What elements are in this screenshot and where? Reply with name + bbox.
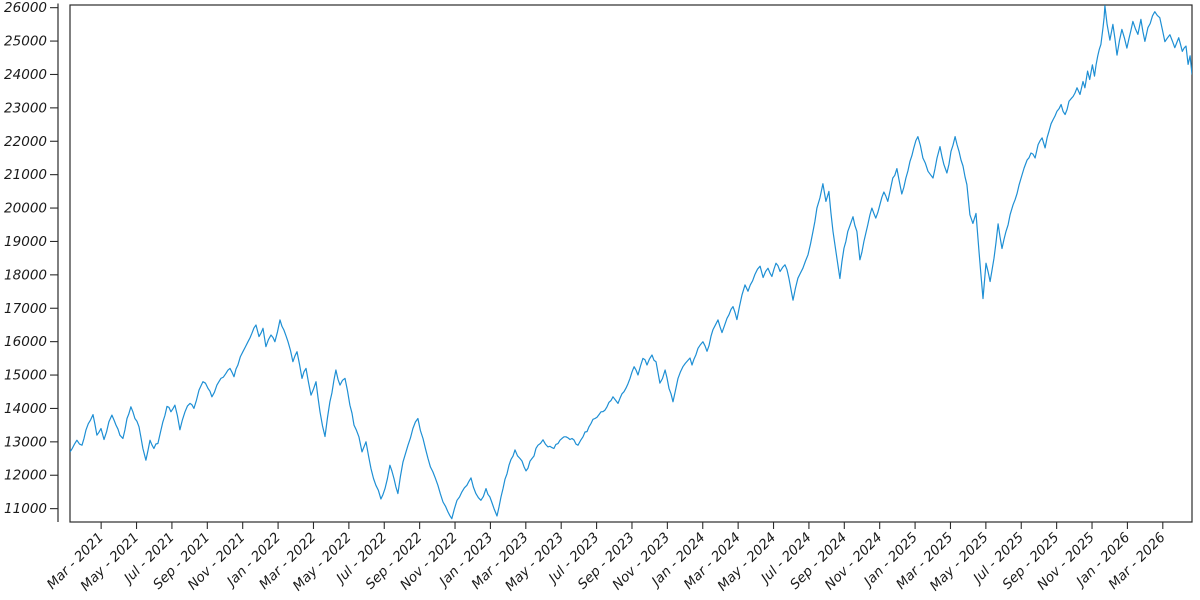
- y-tick-label: 11000: [4, 501, 47, 517]
- y-tick-label: 13000: [4, 434, 47, 450]
- y-tick-label: 16000: [4, 334, 47, 350]
- y-tick-label: 22000: [4, 134, 47, 150]
- plot-frame: [69, 4, 1193, 523]
- axes: 11000 12000 13000 14000 15000 16000 17000 18000…: [4, 0, 1169, 594]
- y-tick-label: 24000: [4, 67, 47, 83]
- y-tick-label: 14000: [4, 401, 47, 417]
- y-tick-label: 20000: [4, 201, 47, 217]
- y-tick-label: 15000: [4, 368, 47, 384]
- price-series-line: [70, 5, 1192, 520]
- y-tick-label: 12000: [4, 468, 47, 484]
- y-tick-label: 21000: [4, 167, 47, 183]
- y-tick-label: 18000: [4, 267, 47, 283]
- y-tick-label: 17000: [4, 301, 47, 317]
- y-tick-label: 26000: [4, 0, 47, 16]
- y-tick-label: 19000: [4, 234, 47, 250]
- y-tick-label: 25000: [4, 34, 47, 50]
- y-tick-label: 23000: [4, 100, 47, 116]
